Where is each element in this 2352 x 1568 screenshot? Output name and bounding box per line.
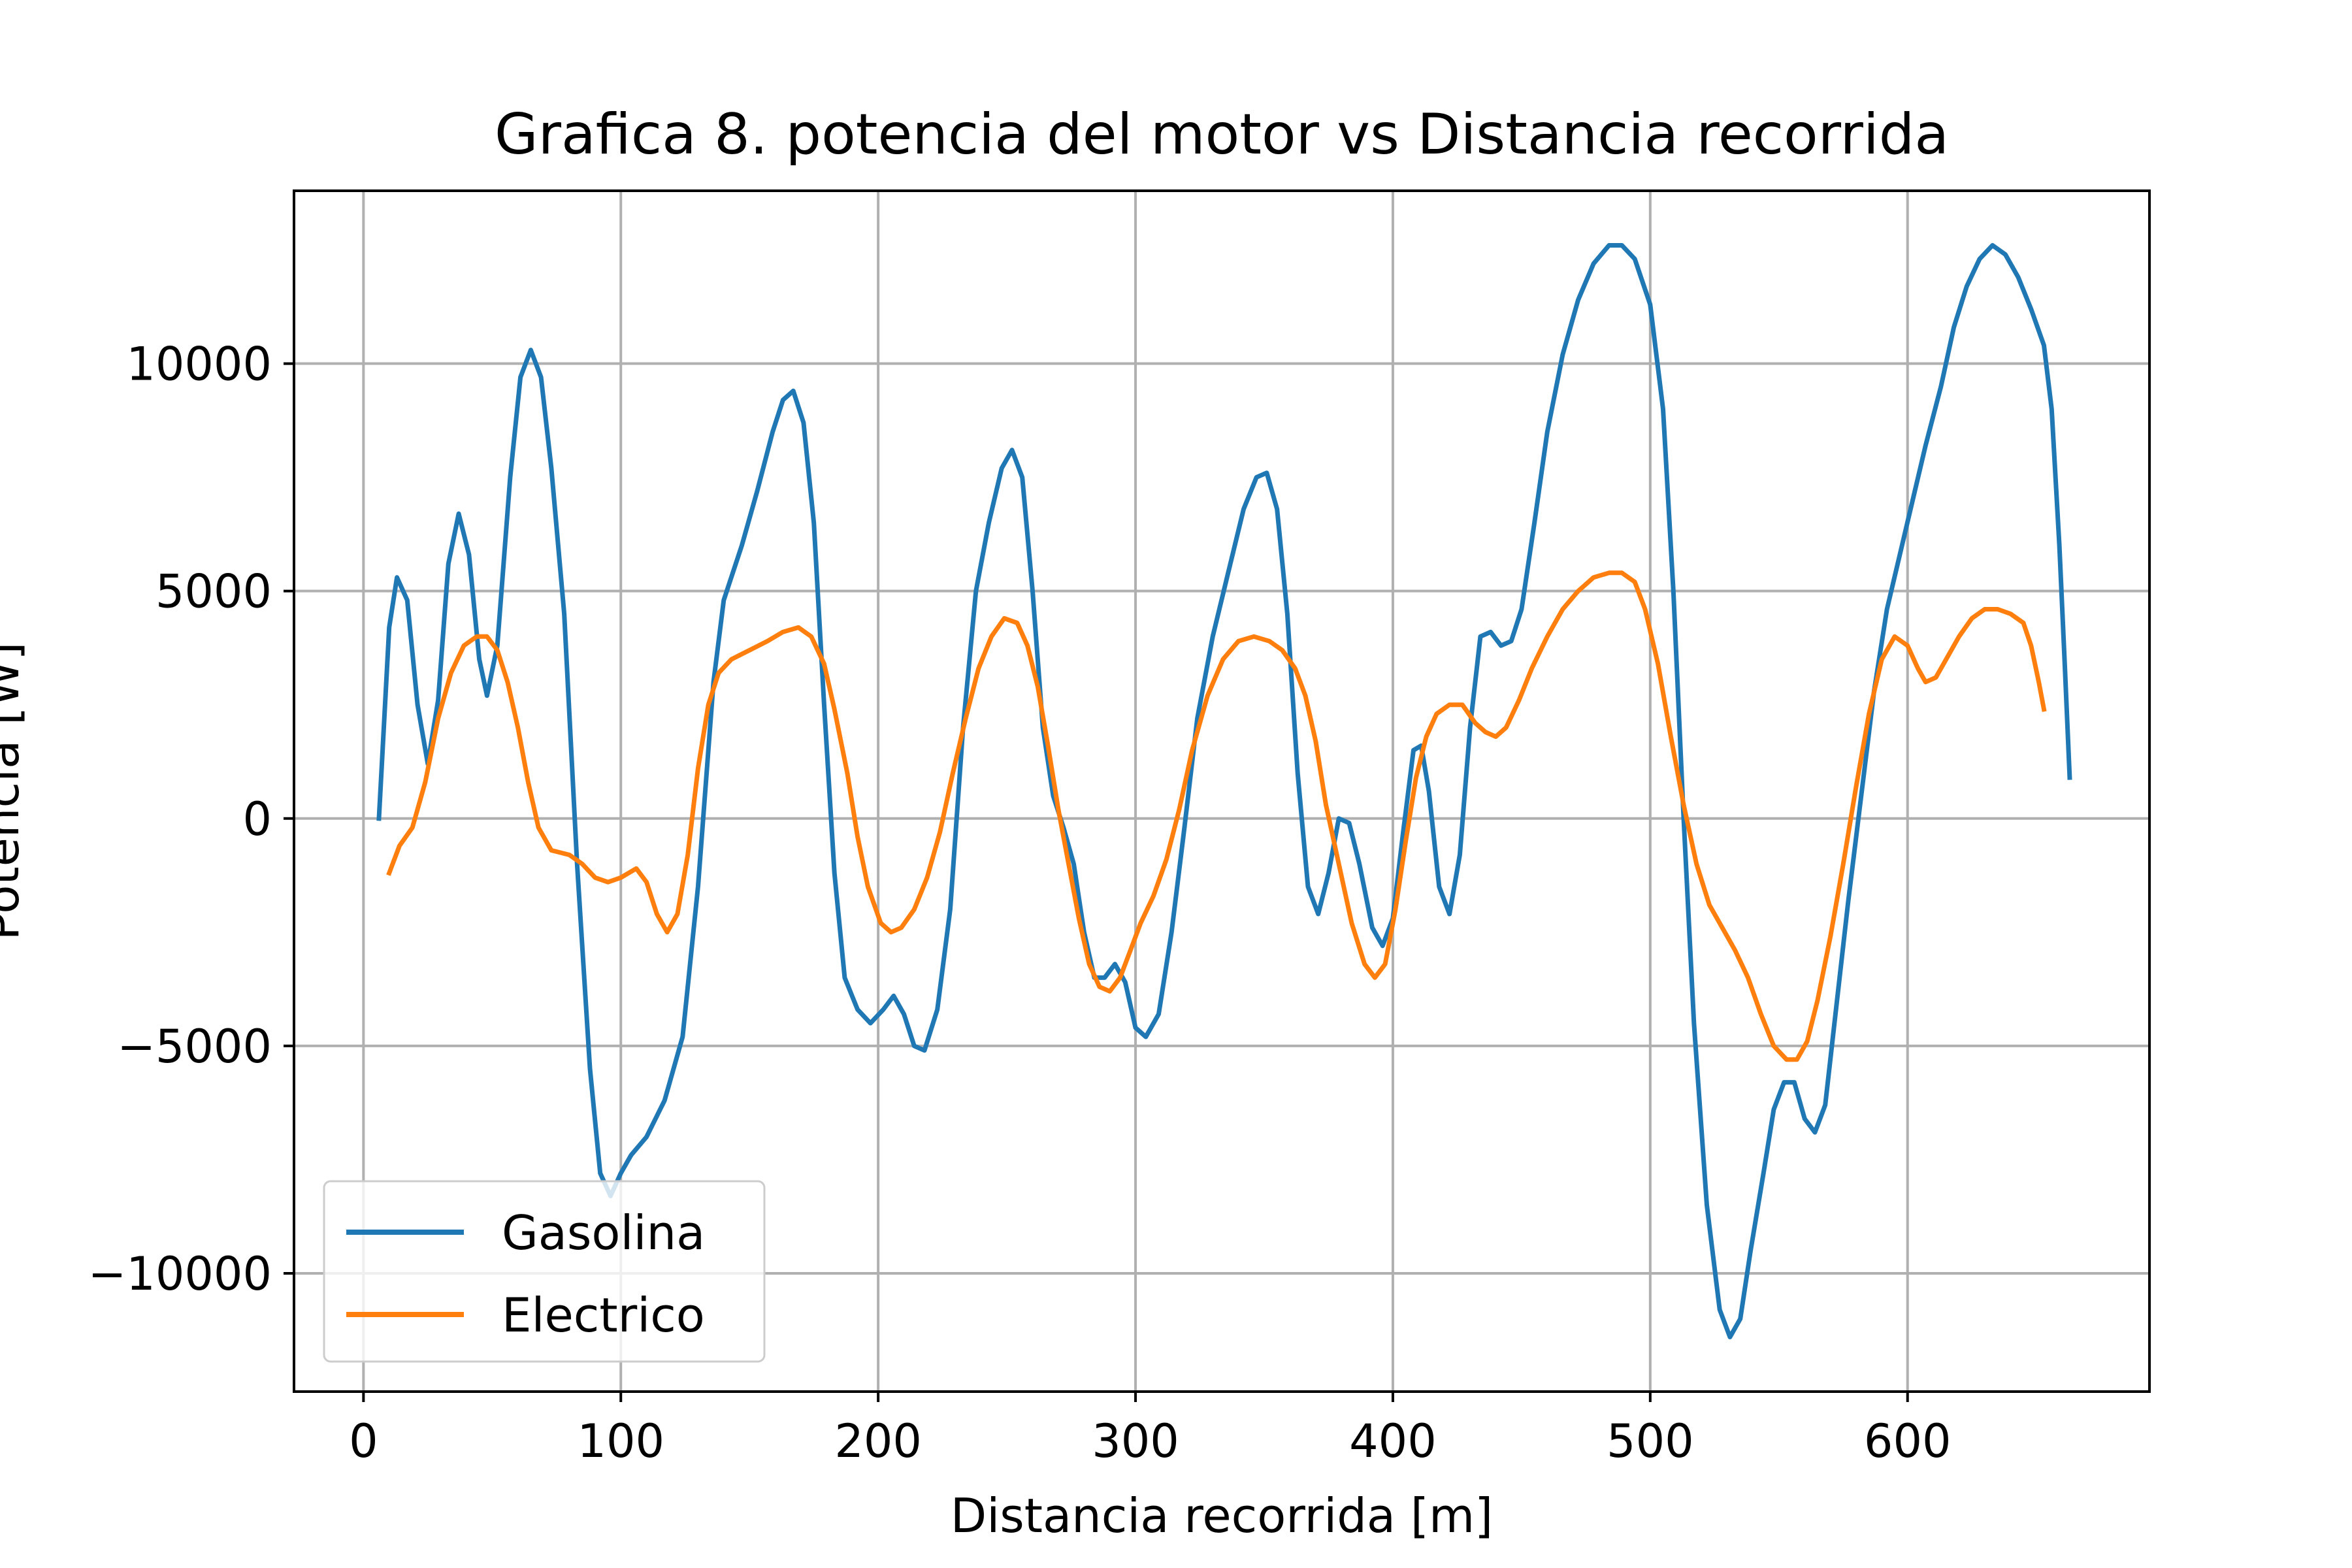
y-tick-label: 5000: [155, 565, 272, 619]
y-tick-label: 0: [242, 792, 272, 846]
x-tick-label: 500: [1607, 1414, 1694, 1468]
legend: Gasolina Electrico: [323, 1180, 766, 1363]
y-tick-label: 10000: [126, 338, 272, 391]
x-tick-label: 100: [577, 1414, 664, 1468]
series-line-electrico: [386, 570, 2047, 1062]
series-lines: [376, 243, 2072, 1339]
plot-frame: [293, 189, 2151, 1393]
chart-title: Grafica 8. potencia del motor vs Distanc…: [495, 102, 1949, 167]
x-tick-label: 0: [349, 1414, 378, 1468]
series-line-gasolina: [376, 243, 2072, 1339]
x-tick-label: 400: [1349, 1414, 1437, 1468]
x-tick-label: 200: [834, 1414, 922, 1468]
legend-label-electrico: Electrico: [502, 1288, 705, 1343]
y-tick-label: −10000: [88, 1247, 272, 1301]
x-axis-label: Distancia recorrida [m]: [951, 1488, 1493, 1543]
legend-label-gasolina: Gasolina: [502, 1205, 705, 1260]
x-tick-label: 600: [1864, 1414, 1952, 1468]
y-tick-label: −5000: [117, 1020, 272, 1073]
ticks: 0 100 200 300 400 500 600 −10000 −5000 0 5000 10000: [88, 338, 1952, 1468]
y-axis-label: Potencia [W]: [0, 642, 29, 940]
x-tick-label: 300: [1092, 1414, 1179, 1468]
